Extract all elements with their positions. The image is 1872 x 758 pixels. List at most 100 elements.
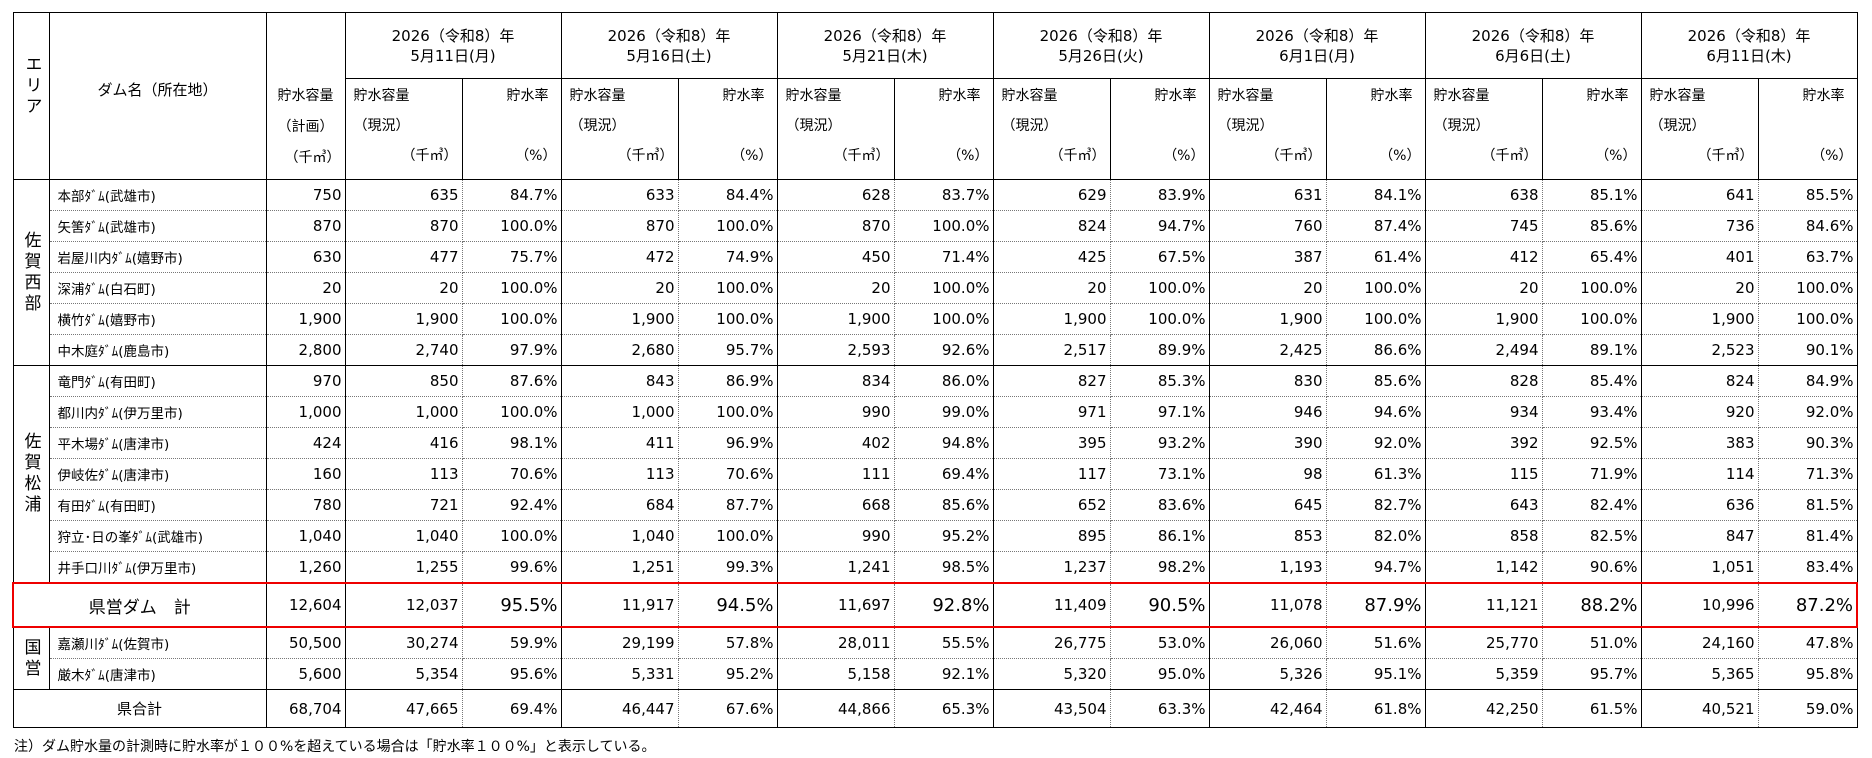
current-value: 450 <box>776 241 895 273</box>
current-value: 934 <box>1424 396 1543 428</box>
prefectural-total-row: 県営ダム 計 12,604 12,037 95.5% 11,917 94.5% 11,697… <box>12 582 1858 628</box>
current-value: 1,000 <box>560 396 679 428</box>
current-unit: （千㎥） <box>833 148 890 164</box>
current-label: 貯水容量 <box>1649 88 1706 104</box>
current-sub: （現況） <box>1433 118 1490 134</box>
rate-value: 70.6% <box>461 458 562 490</box>
rate-value: 100.0% <box>461 520 562 552</box>
dam-header: ダム名（所在地） <box>48 12 267 180</box>
date-day: 5月26日(火) <box>1058 47 1144 65</box>
rate-value: 100.0% <box>1757 272 1858 304</box>
area-cell: 佐賀西部 <box>12 179 50 366</box>
area-header: エリア <box>12 12 50 180</box>
rate-header: 貯水率 （%） <box>1541 78 1642 180</box>
current-value: 395 <box>992 427 1111 459</box>
rate-value: 83.9% <box>1109 179 1210 211</box>
rate-value: 95.7% <box>677 334 778 366</box>
current-header: 貯水容量 （現況） （千㎥） <box>1208 78 1327 180</box>
current-value: 44,866 <box>776 689 895 728</box>
plan-value: 630 <box>265 241 346 273</box>
rate-unit: （%） <box>947 148 989 164</box>
plan-value: 780 <box>265 489 346 521</box>
current-value: 26,060 <box>1208 626 1327 659</box>
current-value: 636 <box>1640 489 1759 521</box>
rate-value: 92.0% <box>1325 427 1426 459</box>
current-value: 47,665 <box>344 689 463 728</box>
current-value: 11,917 <box>560 582 679 628</box>
rate-value: 94.7% <box>1109 210 1210 242</box>
dam-row: 横竹ﾀﾞﾑ(嬉野市) 1,900 1,900 100.0% 1,900 100.0% 1,9… <box>13 303 1858 335</box>
current-label: 貯水容量 <box>353 88 410 104</box>
rate-value: 89.9% <box>1109 334 1210 366</box>
current-value: 12,037 <box>344 582 463 628</box>
rate-value: 67.6% <box>677 689 778 728</box>
current-value: 850 <box>344 365 463 397</box>
current-header: 貯水容量 （現況） （千㎥） <box>560 78 679 180</box>
current-value: 113 <box>344 458 463 490</box>
header-row: 貯水容量 （現況） （千㎥） 貯水率 （%） 貯水容量 （現況） （千㎥） 貯水率 （%） 貯水容量… <box>13 78 1858 180</box>
current-label: 貯水容量 <box>569 88 626 104</box>
rate-label: 貯水率 <box>1586 88 1629 104</box>
rate-value: 100.0% <box>461 303 562 335</box>
rate-value: 86.0% <box>893 365 994 397</box>
rate-value: 85.6% <box>893 489 994 521</box>
rate-value: 65.4% <box>1541 241 1642 273</box>
rate-unit: （%） <box>515 148 557 164</box>
rate-value: 61.3% <box>1325 458 1426 490</box>
dam-row: 都川内ﾀﾞﾑ(伊万里市) 1,000 1,000 100.0% 1,000 100.0% 9… <box>13 396 1858 428</box>
rate-value: 84.4% <box>677 179 778 211</box>
dam-name: 狩立･日の峯ﾀﾞﾑ(武雄市) <box>48 520 267 552</box>
plan-value: 970 <box>265 365 346 397</box>
current-value: 20 <box>1640 272 1759 304</box>
date-header: 2026（令和8）年 5月21日(木) <box>776 12 994 79</box>
rate-value: 100.0% <box>677 303 778 335</box>
rate-value: 81.5% <box>1757 489 1858 521</box>
rate-value: 84.9% <box>1757 365 1858 397</box>
date-year: 2026（令和8）年 <box>1471 27 1595 45</box>
dam-name: 伊岐佐ﾀﾞﾑ(唐津市) <box>48 458 267 490</box>
current-value: 870 <box>560 210 679 242</box>
rate-header: 貯水率 （%） <box>1325 78 1426 180</box>
rate-value: 90.6% <box>1541 551 1642 584</box>
rate-value: 96.9% <box>677 427 778 459</box>
rate-value: 100.0% <box>461 396 562 428</box>
rate-unit: （%） <box>1379 148 1421 164</box>
rate-label: 貯水率 <box>506 88 549 104</box>
current-value: 29,199 <box>560 626 679 659</box>
rate-value: 81.4% <box>1757 520 1858 552</box>
plan-value: 12,604 <box>265 582 346 628</box>
current-value: 11,121 <box>1424 582 1543 628</box>
date-header: 2026（令和8）年 6月11日(木) <box>1640 12 1858 79</box>
current-value: 411 <box>560 427 679 459</box>
current-value: 1,040 <box>560 520 679 552</box>
current-value: 115 <box>1424 458 1543 490</box>
current-sub: （現況） <box>1649 118 1706 134</box>
current-value: 645 <box>1208 489 1327 521</box>
date-header: 2026（令和8）年 5月16日(土) <box>560 12 778 79</box>
current-value: 5,331 <box>560 658 679 690</box>
dam-name: 嘉瀬川ﾀﾞﾑ(佐賀市) <box>48 626 267 659</box>
dam-row: 平木場ﾀﾞﾑ(唐津市) 424 416 98.1% 411 96.9% 402 94.8% 39… <box>13 427 1858 459</box>
current-value: 843 <box>560 365 679 397</box>
current-value: 1,142 <box>1424 551 1543 584</box>
rate-value: 86.6% <box>1325 334 1426 366</box>
rate-label: 貯水率 <box>722 88 765 104</box>
rate-value: 90.1% <box>1757 334 1858 366</box>
current-header: 貯水容量 （現況） （千㎥） <box>1424 78 1543 180</box>
current-unit: （千㎥） <box>1265 148 1322 164</box>
current-value: 652 <box>992 489 1111 521</box>
rate-value: 100.0% <box>461 272 562 304</box>
rate-value: 100.0% <box>677 272 778 304</box>
dam-row: 国営 嘉瀬川ﾀﾞﾑ(佐賀市) 50,500 30,274 59.9% 29,199 57.8… <box>12 626 1858 690</box>
current-value: 1,000 <box>344 396 463 428</box>
current-value: 383 <box>1640 427 1759 459</box>
current-value: 43,504 <box>992 689 1111 728</box>
date-day: 5月16日(土) <box>626 47 712 65</box>
area-name: 佐賀松浦 <box>20 432 41 516</box>
rate-value: 95.6% <box>461 658 562 690</box>
current-value: 412 <box>1424 241 1543 273</box>
rate-header: 貯水率 （%） <box>1109 78 1210 180</box>
current-value: 2,425 <box>1208 334 1327 366</box>
current-value: 1,900 <box>1424 303 1543 335</box>
current-sub: （現況） <box>569 118 626 134</box>
